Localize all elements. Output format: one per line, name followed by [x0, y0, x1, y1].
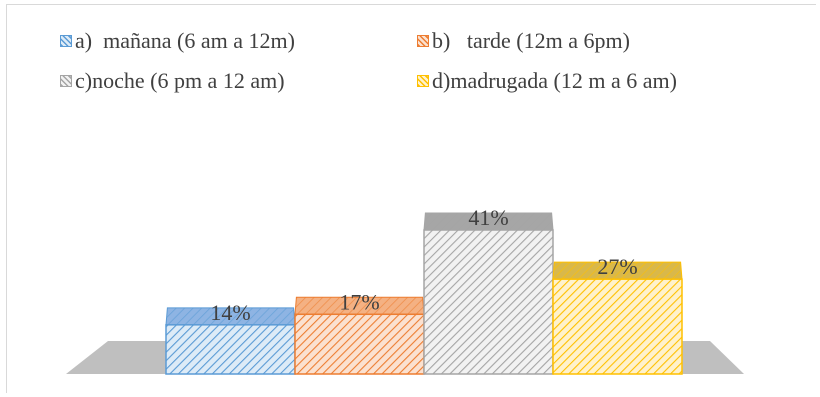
- data-label-tarde: 17%: [339, 289, 379, 314]
- legend-swatch-manana: [60, 35, 72, 47]
- legend-label-noche: c)noche (6 pm a 12 am): [75, 68, 285, 93]
- legend-swatch-noche: [60, 75, 72, 87]
- legend-swatch-tarde: [417, 35, 429, 47]
- chart-area: [6, 4, 816, 393]
- bar-front-tarde: [294, 313, 425, 375]
- legend-item-manana: a) mañana (6 am a 12m): [60, 28, 295, 54]
- legend-item-madrugada: d)madrugada (12 m a 6 am): [417, 68, 677, 94]
- legend-label-madrugada: d)madrugada (12 m a 6 am): [432, 68, 677, 93]
- data-label-noche: 41%: [468, 205, 508, 230]
- bar-madrugada: [552, 261, 683, 375]
- legend-item-tarde: b) tarde (12m a 6pm): [417, 28, 630, 54]
- bar-front-manana: [165, 324, 296, 375]
- bar-tarde: [294, 296, 425, 375]
- legend-label-tarde: b) tarde (12m a 6pm): [432, 28, 630, 53]
- bar-front-madrugada: [552, 278, 683, 375]
- bar-noche: [423, 212, 554, 375]
- data-label-manana: 14%: [210, 300, 250, 325]
- legend-swatch-madrugada: [417, 75, 429, 87]
- legend-item-noche: c)noche (6 pm a 12 am): [60, 68, 285, 94]
- data-label-madrugada: 27%: [597, 254, 637, 279]
- bar-front-noche: [423, 229, 554, 375]
- legend-label-manana: a) mañana (6 am a 12m): [75, 28, 295, 53]
